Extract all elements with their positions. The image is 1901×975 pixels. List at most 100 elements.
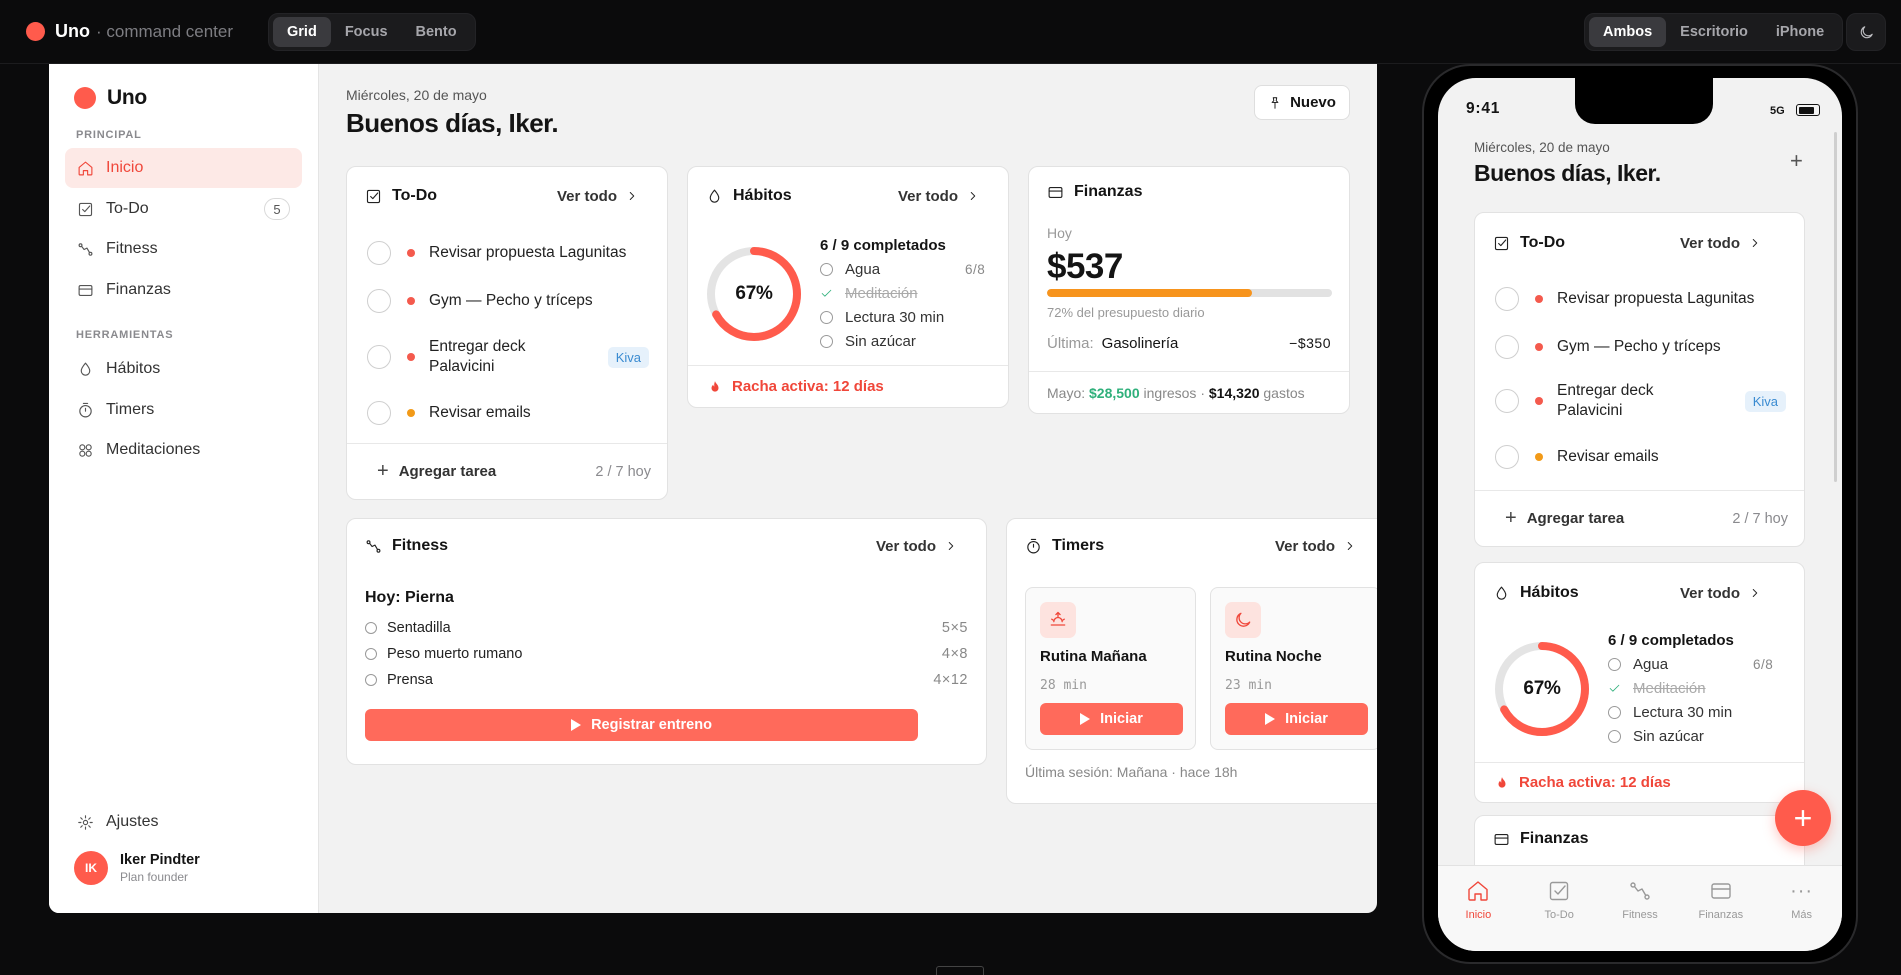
- wallet-icon: [1493, 831, 1510, 848]
- layout-tab-grid[interactable]: Grid: [273, 17, 331, 47]
- exercise-checkbox[interactable]: [365, 674, 377, 686]
- theme-toggle-button[interactable]: [1846, 13, 1886, 51]
- tab-fitness[interactable]: Fitness: [1600, 866, 1681, 951]
- layout-tab-bento[interactable]: Bento: [402, 17, 471, 47]
- last-transaction[interactable]: Última: Gasolinería −$350: [1047, 335, 1331, 352]
- view-all-link[interactable]: Ver todo: [1680, 585, 1772, 602]
- view-all-link[interactable]: Ver todo: [557, 188, 649, 205]
- device-tab-iphone[interactable]: iPhone: [1762, 17, 1838, 47]
- check-icon: [820, 287, 833, 300]
- todo-checkbox[interactable]: [367, 241, 391, 265]
- sidebar-item-meditaciones[interactable]: Meditaciones: [65, 430, 302, 470]
- add-plus-button[interactable]: +: [1790, 148, 1803, 173]
- todo-checkbox[interactable]: [367, 345, 391, 369]
- habit-checkbox[interactable]: [1608, 658, 1621, 671]
- habit-checkbox[interactable]: [820, 335, 833, 348]
- habit-item[interactable]: Meditación: [1608, 680, 1706, 697]
- sidebar-item-fitness[interactable]: Fitness: [65, 229, 302, 269]
- start-timer-button[interactable]: Iniciar: [1225, 703, 1368, 735]
- view-all-label: Ver todo: [556, 187, 617, 205]
- sidebar-item-inicio[interactable]: Inicio: [65, 148, 302, 188]
- exercise-row[interactable]: Sentadilla 5×5: [365, 620, 968, 636]
- habit-checkbox[interactable]: [1608, 730, 1621, 743]
- todo-checkbox[interactable]: [367, 289, 391, 313]
- last-session: Última sesión: Mañana · hace 18h: [1025, 764, 1238, 780]
- tab-label: To-Do: [1544, 909, 1574, 921]
- view-all-link[interactable]: Ver todo: [876, 538, 968, 555]
- sidebar-item-finanzas[interactable]: Finanzas: [65, 270, 302, 310]
- streak-text: Racha activa: 12 días: [1519, 774, 1671, 791]
- habit-checkbox[interactable]: [1608, 706, 1621, 719]
- sidebar-item-ajustes[interactable]: Ajustes: [65, 802, 302, 842]
- todo-checkbox[interactable]: [367, 401, 391, 425]
- habit-progress-ring: 67%: [705, 245, 803, 343]
- habit-item[interactable]: Lectura 30 min: [1608, 704, 1732, 721]
- todo-checkbox[interactable]: [1495, 335, 1519, 359]
- today-amount: $537: [1047, 247, 1123, 286]
- habit-checkbox[interactable]: [820, 263, 833, 276]
- user-profile[interactable]: IK Iker Pindter Plan founder: [74, 851, 200, 885]
- view-all-link[interactable]: Ver todo: [1275, 538, 1367, 555]
- sidebar-item-todo[interactable]: To-Do 5: [65, 189, 302, 229]
- tab-todo[interactable]: To-Do: [1519, 866, 1600, 951]
- page-title: Buenos días, Iker.: [1474, 160, 1661, 186]
- tab-mas[interactable]: ··· Más: [1761, 866, 1842, 951]
- window-handle[interactable]: [936, 966, 984, 975]
- habit-item[interactable]: Agua 6/8: [1608, 656, 1773, 673]
- timer-name: Rutina Mañana: [1040, 648, 1147, 665]
- view-all-link[interactable]: Ver todo: [898, 188, 990, 205]
- todo-checkbox[interactable]: [1495, 445, 1519, 469]
- exercise-sets: 4×12: [933, 672, 968, 688]
- month-expenses: $14,320: [1208, 384, 1260, 401]
- sidebar-brand-name: Uno: [107, 86, 147, 109]
- habit-item[interactable]: Meditación: [820, 285, 918, 302]
- habit-item[interactable]: Sin azúcar: [820, 333, 916, 350]
- habit-text: Meditación: [1633, 680, 1706, 697]
- priority-dot: [1535, 295, 1543, 303]
- priority-dot: [1535, 343, 1543, 351]
- card-title: Fitness: [392, 537, 449, 554]
- plus-icon: +: [377, 460, 389, 482]
- tab-finanzas[interactable]: Finanzas: [1680, 866, 1761, 951]
- expenses-label: gastos: [1263, 384, 1305, 401]
- priority-dot: [1535, 453, 1543, 461]
- habit-item[interactable]: Lectura 30 min: [820, 309, 944, 326]
- todo-checkbox[interactable]: [1495, 287, 1519, 311]
- tab-inicio[interactable]: Inicio: [1438, 866, 1519, 951]
- log-workout-button[interactable]: Registrar entreno: [365, 709, 918, 741]
- scrollbar[interactable]: [1834, 132, 1837, 482]
- exercise-row[interactable]: Prensa 4×12: [365, 672, 968, 688]
- brand-subtitle: · command center: [96, 21, 233, 41]
- floating-add-button[interactable]: +: [1775, 790, 1831, 846]
- workout-day: Hoy: Pierna: [365, 589, 454, 606]
- todo-checkbox[interactable]: [1495, 389, 1519, 413]
- priority-dot: [407, 409, 415, 417]
- exercise-sets: 5×5: [941, 620, 968, 636]
- exercise-name: Prensa: [387, 672, 433, 688]
- exercise-row[interactable]: Peso muerto rumano 4×8: [365, 646, 968, 662]
- progress-ring-graphic: [707, 247, 801, 341]
- sidebar-item-timers[interactable]: Timers: [65, 390, 302, 430]
- new-item-button[interactable]: Nuevo: [1254, 85, 1350, 120]
- add-task-button[interactable]: + Agregar tarea: [377, 460, 496, 483]
- add-task-button[interactable]: + Agregar tarea: [1505, 507, 1624, 530]
- habit-checkbox[interactable]: [820, 311, 833, 324]
- chevron-right-icon: [944, 539, 958, 553]
- start-timer-button[interactable]: Iniciar: [1040, 703, 1183, 735]
- phone-screen: 9:41 5G Miércoles, 20 de mayo Buenos día…: [1438, 78, 1842, 951]
- habit-item[interactable]: Agua 6/8: [820, 261, 985, 278]
- sidebar-item-label: Finanzas: [106, 281, 171, 298]
- exercise-checkbox[interactable]: [365, 622, 377, 634]
- habit-text: Sin azúcar: [845, 333, 916, 350]
- home-icon: [1466, 879, 1490, 903]
- device-tab-escritorio[interactable]: Escritorio: [1666, 17, 1762, 47]
- habit-item[interactable]: Sin azúcar: [1608, 728, 1704, 745]
- exercise-checkbox[interactable]: [365, 648, 377, 660]
- device-tab-ambos[interactable]: Ambos: [1589, 17, 1667, 47]
- check-icon: [1608, 682, 1621, 695]
- progress-ring-graphic: [1495, 642, 1589, 736]
- sidebar-item-habitos[interactable]: Hábitos: [65, 349, 302, 389]
- view-all-link[interactable]: Ver todo: [1680, 235, 1772, 252]
- avatar: IK: [74, 851, 108, 885]
- layout-tab-focus[interactable]: Focus: [331, 17, 402, 47]
